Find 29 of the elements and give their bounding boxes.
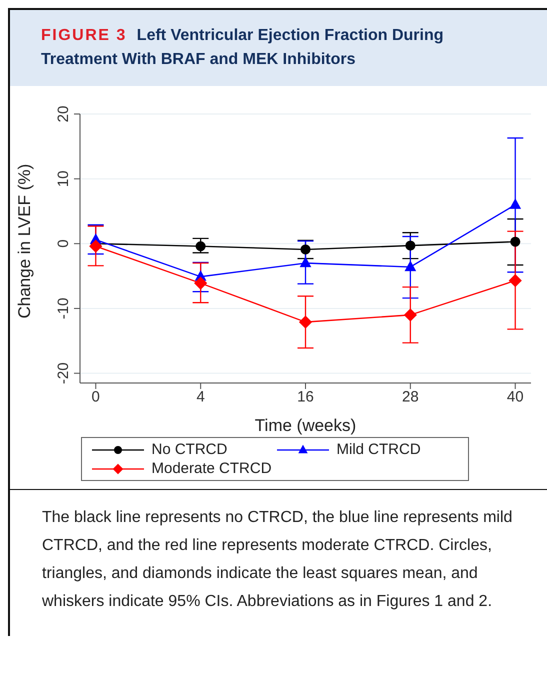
point [299, 316, 312, 328]
x-tick-label: 40 [506, 388, 524, 406]
point [300, 244, 310, 254]
chart-title: FIGURE 3 Left Ventricular Ejection Fraction During Treatment With BRAF and MEK Inhibitors [10, 10, 547, 86]
x-tick-label: 16 [297, 388, 314, 406]
point [404, 308, 417, 322]
x-axis-title: Time (weeks) [254, 416, 356, 435]
x-tick-label: 4 [196, 388, 205, 406]
legend-label: Moderate CTRCD [152, 460, 272, 477]
point [89, 240, 102, 253]
point [510, 236, 520, 247]
legend-label: No CTRCD [152, 441, 228, 458]
y-tick-label: 20 [55, 106, 72, 122]
x-tick-label: 0 [92, 388, 100, 406]
legend-label: Mild CTRCD [336, 441, 421, 458]
y-tick-label: -20 [55, 362, 72, 384]
point [196, 241, 206, 252]
point [508, 274, 522, 287]
point [404, 261, 416, 272]
y-tick-label: 0 [55, 239, 72, 248]
point [405, 240, 416, 251]
y-axis-title: Change in LVEF (%) [15, 164, 34, 318]
point [300, 257, 311, 268]
text: The black line represents no CTRCD, the blue line represents mild CTRCD, and the red line represents moderate CTRCD. Circles, triangles, and diamonds indicate the least squares mean, and whiskers indicate 95% CIs. Abbreviations as in Figures 1 and 2. [42, 508, 514, 612]
point [194, 276, 207, 290]
y-tick-label: -10 [55, 298, 72, 320]
y-tick-label: 10 [55, 170, 72, 188]
point [510, 198, 521, 209]
x-tick-label: 28 [402, 388, 419, 406]
